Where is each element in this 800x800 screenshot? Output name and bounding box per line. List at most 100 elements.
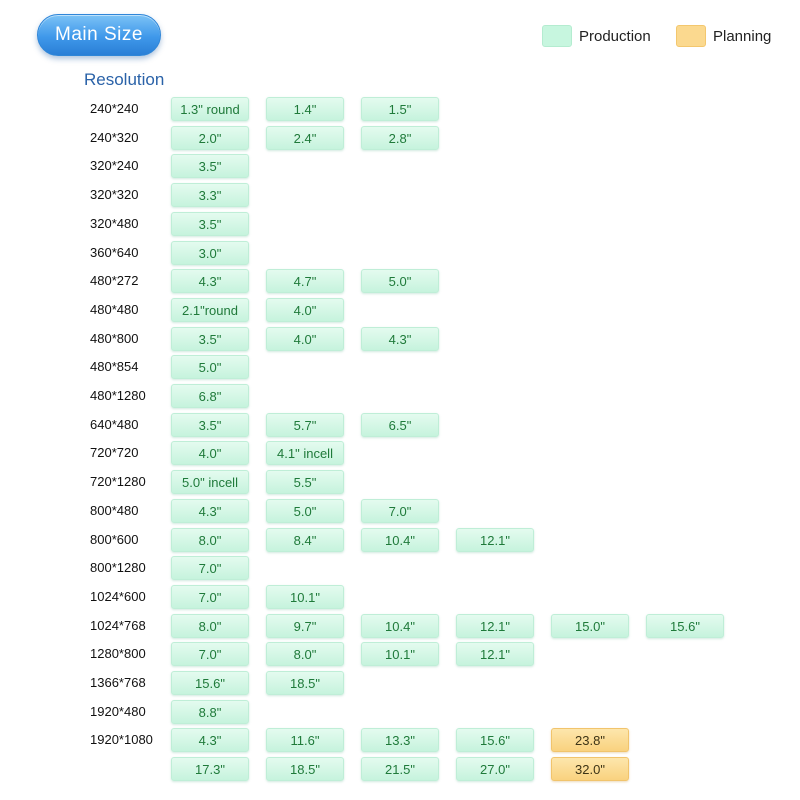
size-cell-production[interactable]: 18.5"	[266, 757, 344, 781]
table-row: 480*800 3.5" 4.0" 4.3"	[0, 327, 800, 351]
resolution-label: 480*480	[90, 302, 139, 317]
table-row: 800*1280 7.0"	[0, 556, 800, 580]
legend-production: Production	[542, 24, 651, 48]
size-cell-production[interactable]: 27.0"	[456, 757, 534, 781]
table-row: 480*480 2.1"round 4.0"	[0, 298, 800, 322]
size-cell-production[interactable]: 5.0"	[171, 355, 249, 379]
main-size-button[interactable]: Main Size	[37, 14, 161, 56]
size-cell-production[interactable]: 5.0"	[361, 269, 439, 293]
table-row: 1366*768 15.6" 18.5"	[0, 671, 800, 695]
table-row: 320*320 3.3"	[0, 183, 800, 207]
resolution-label: 320*480	[90, 216, 139, 231]
table-row: 17.3" 18.5" 21.5" 27.0" 32.0"	[0, 757, 800, 781]
size-cell-production[interactable]: 7.0"	[171, 556, 249, 580]
size-cell-production[interactable]: 8.0"	[171, 528, 249, 552]
size-cell-production[interactable]: 5.0"	[266, 499, 344, 523]
size-cell-production[interactable]: 13.3"	[361, 728, 439, 752]
size-cell-production[interactable]: 12.1"	[456, 528, 534, 552]
size-cell-production[interactable]: 7.0"	[171, 585, 249, 609]
size-cell-production[interactable]: 15.6"	[171, 671, 249, 695]
size-cell-production[interactable]: 4.0"	[266, 298, 344, 322]
resolution-label: 800*480	[90, 503, 139, 518]
table-row: 360*640 3.0"	[0, 241, 800, 265]
resolution-label: 720*1280	[90, 474, 146, 489]
resolution-label: 1024*768	[90, 618, 146, 633]
resolution-label: 1280*800	[90, 646, 146, 661]
size-cell-production[interactable]: 2.8"	[361, 126, 439, 150]
size-cell-production[interactable]: 7.0"	[171, 642, 249, 666]
legend-production-swatch	[542, 25, 572, 47]
size-cell-production[interactable]: 1.5"	[361, 97, 439, 121]
table-row: 320*480 3.5"	[0, 212, 800, 236]
legend-planning: Planning	[676, 24, 771, 48]
size-cell-production[interactable]: 11.6"	[266, 728, 344, 752]
size-cell-production[interactable]: 8.8"	[171, 700, 249, 724]
legend-planning-label: Planning	[713, 27, 772, 45]
size-cell-production[interactable]: 4.1" incell	[266, 441, 344, 465]
table-row: 240*320 2.0" 2.4" 2.8"	[0, 126, 800, 150]
table-row: 240*240 1.3" round 1.4" 1.5"	[0, 97, 800, 121]
size-cell-production[interactable]: 1.3" round	[171, 97, 249, 121]
size-cell-production[interactable]: 15.6"	[456, 728, 534, 752]
table-row: 1920*480 8.8"	[0, 700, 800, 724]
size-cell-production[interactable]: 2.0"	[171, 126, 249, 150]
size-cell-production[interactable]: 10.4"	[361, 528, 439, 552]
table-row: 800*480 4.3" 5.0" 7.0"	[0, 499, 800, 523]
size-cell-production[interactable]: 2.4"	[266, 126, 344, 150]
table-row: 1280*800 7.0" 8.0" 10.1" 12.1"	[0, 642, 800, 666]
table-row: 480*854 5.0"	[0, 355, 800, 379]
size-cell-production[interactable]: 4.3"	[361, 327, 439, 351]
size-cell-production[interactable]: 9.7"	[266, 614, 344, 638]
resolution-label: 1366*768	[90, 675, 146, 690]
size-cell-production[interactable]: 18.5"	[266, 671, 344, 695]
size-cell-production[interactable]: 7.0"	[361, 499, 439, 523]
size-cell-production[interactable]: 10.4"	[361, 614, 439, 638]
size-cell-production[interactable]: 15.6"	[646, 614, 724, 638]
size-cell-planning[interactable]: 23.8"	[551, 728, 629, 752]
size-cell-production[interactable]: 4.0"	[171, 441, 249, 465]
size-cell-production[interactable]: 21.5"	[361, 757, 439, 781]
size-cell-production[interactable]: 3.5"	[171, 212, 249, 236]
table-row: 640*480 3.5" 5.7" 6.5"	[0, 413, 800, 437]
table-row: 480*1280 6.8"	[0, 384, 800, 408]
table-row: 1024*768 8.0" 9.7" 10.4" 12.1" 15.0" 15.6"	[0, 614, 800, 638]
size-cell-production[interactable]: 6.5"	[361, 413, 439, 437]
resolution-label: 480*272	[90, 273, 139, 288]
size-cell-production[interactable]: 4.3"	[171, 499, 249, 523]
size-cell-production[interactable]: 4.3"	[171, 269, 249, 293]
size-cell-production[interactable]: 4.3"	[171, 728, 249, 752]
size-cell-production[interactable]: 15.0"	[551, 614, 629, 638]
size-cell-production[interactable]: 5.0" incell	[171, 470, 249, 494]
size-cell-production[interactable]: 3.0"	[171, 241, 249, 265]
resolution-label: 320*240	[90, 158, 139, 173]
size-cell-production[interactable]: 1.4"	[266, 97, 344, 121]
size-cell-production[interactable]: 3.3"	[171, 183, 249, 207]
size-cell-production[interactable]: 8.4"	[266, 528, 344, 552]
size-cell-planning[interactable]: 32.0"	[551, 757, 629, 781]
size-cell-production[interactable]: 2.1"round	[171, 298, 249, 322]
size-cell-production[interactable]: 3.5"	[171, 413, 249, 437]
resolution-label: 800*1280	[90, 560, 146, 575]
size-cell-production[interactable]: 3.5"	[171, 327, 249, 351]
size-cell-production[interactable]: 12.1"	[456, 642, 534, 666]
size-cell-production[interactable]: 5.7"	[266, 413, 344, 437]
table-row: 480*272 4.3" 4.7" 5.0"	[0, 269, 800, 293]
table-row: 320*240 3.5"	[0, 154, 800, 178]
size-cell-production[interactable]: 17.3"	[171, 757, 249, 781]
resolution-label: 480*800	[90, 331, 139, 346]
resolution-label: 240*240	[90, 101, 139, 116]
size-cell-production[interactable]: 12.1"	[456, 614, 534, 638]
size-cell-production[interactable]: 4.7"	[266, 269, 344, 293]
size-cell-production[interactable]: 5.5"	[266, 470, 344, 494]
resolution-label: 480*1280	[90, 388, 146, 403]
size-cell-production[interactable]: 8.0"	[171, 614, 249, 638]
resolution-label: 1024*600	[90, 589, 146, 604]
resolution-label: 720*720	[90, 445, 139, 460]
size-cell-production[interactable]: 3.5"	[171, 154, 249, 178]
size-cell-production[interactable]: 4.0"	[266, 327, 344, 351]
size-cell-production[interactable]: 6.8"	[171, 384, 249, 408]
legend-planning-swatch	[676, 25, 706, 47]
size-cell-production[interactable]: 8.0"	[266, 642, 344, 666]
size-cell-production[interactable]: 10.1"	[266, 585, 344, 609]
size-cell-production[interactable]: 10.1"	[361, 642, 439, 666]
